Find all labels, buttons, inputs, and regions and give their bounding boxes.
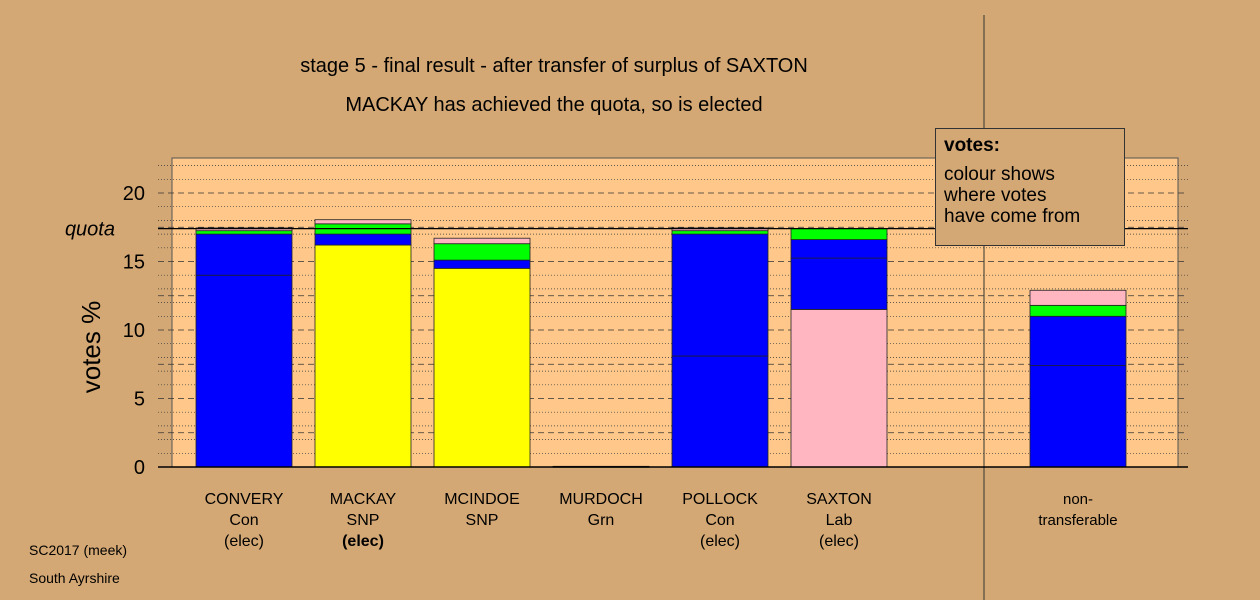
nontransferable-label-line2: transferable xyxy=(1038,512,1118,529)
nontransferable-label-line1: non- xyxy=(1062,491,1094,508)
bar-segment-4-2 xyxy=(671,230,769,235)
candidate-label-mcindoe: MCINDOE SNP xyxy=(417,489,547,531)
bar-segment-1-1 xyxy=(314,233,412,246)
candidate-party: Lab xyxy=(825,512,853,529)
quota-label: quota xyxy=(65,219,115,241)
chart-title: stage 5 - final result - after transfer … xyxy=(300,55,808,77)
bar-segment-1-0 xyxy=(314,244,412,468)
bar-segment-0-2 xyxy=(195,230,293,235)
y-tick-label: 20 xyxy=(123,183,145,205)
bar-segment-5-0 xyxy=(790,309,888,468)
candidate-label-murdoch: MURDOCH Grn xyxy=(536,489,666,531)
bar-segment-1-3 xyxy=(314,219,412,225)
candidate-party: Con xyxy=(705,512,735,529)
y-axis-label: votes % xyxy=(76,301,106,394)
legend: votes: colour shows where votes have com… xyxy=(935,128,1125,246)
bar-segment-5-3 xyxy=(790,228,888,240)
candidate-label-saxton: SAXTON Lab (elec) xyxy=(774,489,904,552)
bar-segment-2-3 xyxy=(433,237,531,245)
bar-segment-6-3 xyxy=(1029,289,1127,306)
candidate-name: CONVERY xyxy=(204,491,284,508)
bar-segment-0-1 xyxy=(195,233,293,276)
candidate-party: Grn xyxy=(587,512,615,529)
footer-election: SC2017 (meek) xyxy=(29,542,128,558)
bar-segment-0-3 xyxy=(195,227,293,232)
bar-segment-2-2 xyxy=(433,243,531,261)
candidate-status: (elec) xyxy=(342,533,384,550)
bar-segment-6-2 xyxy=(1029,304,1127,317)
candidate-label-mackay: MACKAY SNP (elec) xyxy=(298,489,428,552)
bar-segment-0-0 xyxy=(195,274,293,468)
candidate-name: MURDOCH xyxy=(559,491,643,508)
bar-segment-2-1 xyxy=(433,259,531,269)
candidate-status: (elec) xyxy=(223,533,264,550)
candidate-party: Con xyxy=(229,512,259,529)
bar-segment-2-0 xyxy=(433,267,531,468)
candidate-status: (elec) xyxy=(699,533,740,550)
bar-segment-5-2 xyxy=(790,239,888,259)
bar-segment-4-3 xyxy=(671,227,769,232)
y-tick-label: 15 xyxy=(123,252,145,274)
bar-segment-6-1 xyxy=(1029,315,1127,367)
bar-segment-6-0 xyxy=(1029,365,1127,468)
candidate-name: SAXTON xyxy=(806,491,872,508)
candidate-party: SNP xyxy=(465,512,499,529)
bar-segment-5-1 xyxy=(790,257,888,310)
nontransferable-label: non- transferable xyxy=(1013,489,1143,531)
y-tick-label: 10 xyxy=(123,320,145,342)
y-tick-label: 5 xyxy=(134,389,145,411)
legend-text: colour shows where votes have come from xyxy=(944,164,1081,227)
bar-segment-4-0 xyxy=(671,355,769,468)
y-tick-label: 0 xyxy=(134,457,145,479)
footer-council: South Ayrshire xyxy=(29,570,120,586)
candidate-label-pollock: POLLOCK Con (elec) xyxy=(655,489,785,552)
candidate-status: (elec) xyxy=(818,533,859,550)
candidate-party: SNP xyxy=(346,512,380,529)
candidate-name: POLLOCK xyxy=(682,491,758,508)
legend-title: votes: xyxy=(944,135,1000,156)
candidate-name: MACKAY xyxy=(329,491,397,508)
chart-subtitle: MACKAY has achieved the quota, so is ele… xyxy=(345,94,763,116)
bar-segment-4-1 xyxy=(671,233,769,357)
candidate-label-convery: CONVERY Con (elec) xyxy=(179,489,309,552)
candidate-name: MCINDOE xyxy=(444,491,520,508)
